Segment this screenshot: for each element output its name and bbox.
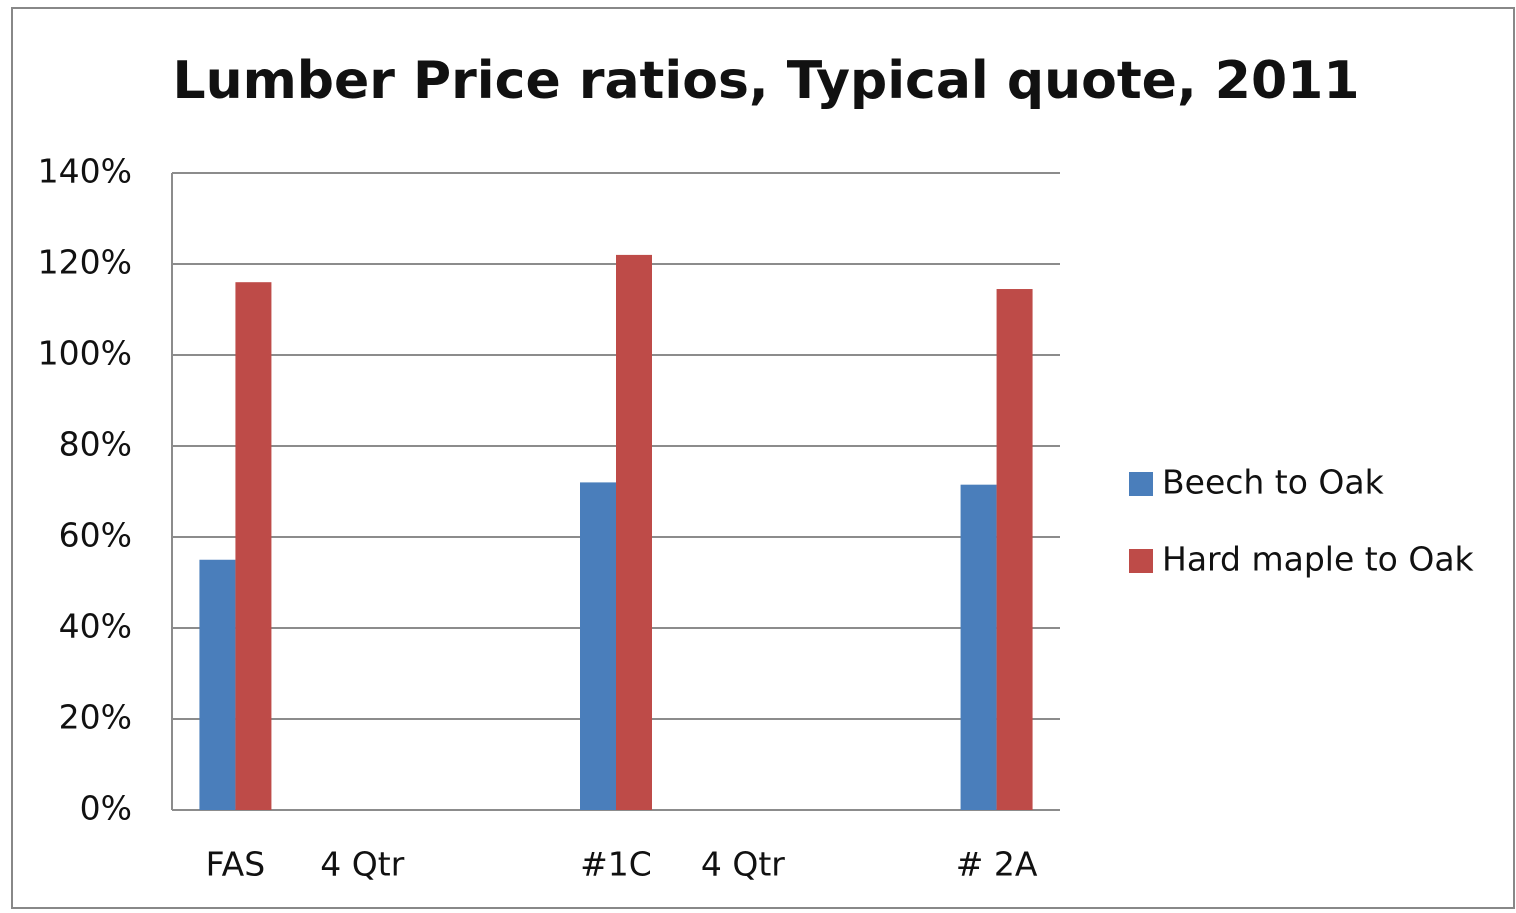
bar — [996, 289, 1033, 810]
y-tick-label: 0% — [80, 789, 132, 828]
y-tick-label: 140% — [38, 152, 132, 191]
y-tick-label: 20% — [59, 698, 132, 737]
bar — [235, 282, 272, 810]
x-tick-label: # 2A — [956, 845, 1038, 884]
bar — [960, 484, 997, 810]
bar — [199, 559, 236, 810]
legend-label: Hard maple to Oak — [1162, 540, 1475, 579]
y-tick-label: 100% — [38, 334, 132, 373]
legend-swatch — [1129, 472, 1153, 496]
legend-swatch — [1129, 549, 1153, 573]
y-tick-label: 40% — [59, 607, 132, 646]
legend-label: Beech to Oak — [1162, 463, 1385, 502]
bar — [580, 482, 616, 810]
chart-title: Lumber Price ratios, Typical quote, 2011 — [172, 51, 1359, 111]
x-tick-label: 4 Qtr — [701, 845, 785, 884]
y-tick-label: 80% — [59, 425, 132, 464]
x-tick-label: FAS — [206, 845, 265, 884]
x-tick-label: 4 Qtr — [320, 845, 404, 884]
y-tick-label: 120% — [38, 243, 132, 282]
y-tick-label: 60% — [59, 516, 132, 555]
bar — [616, 254, 652, 810]
x-tick-label: #1C — [580, 845, 652, 884]
